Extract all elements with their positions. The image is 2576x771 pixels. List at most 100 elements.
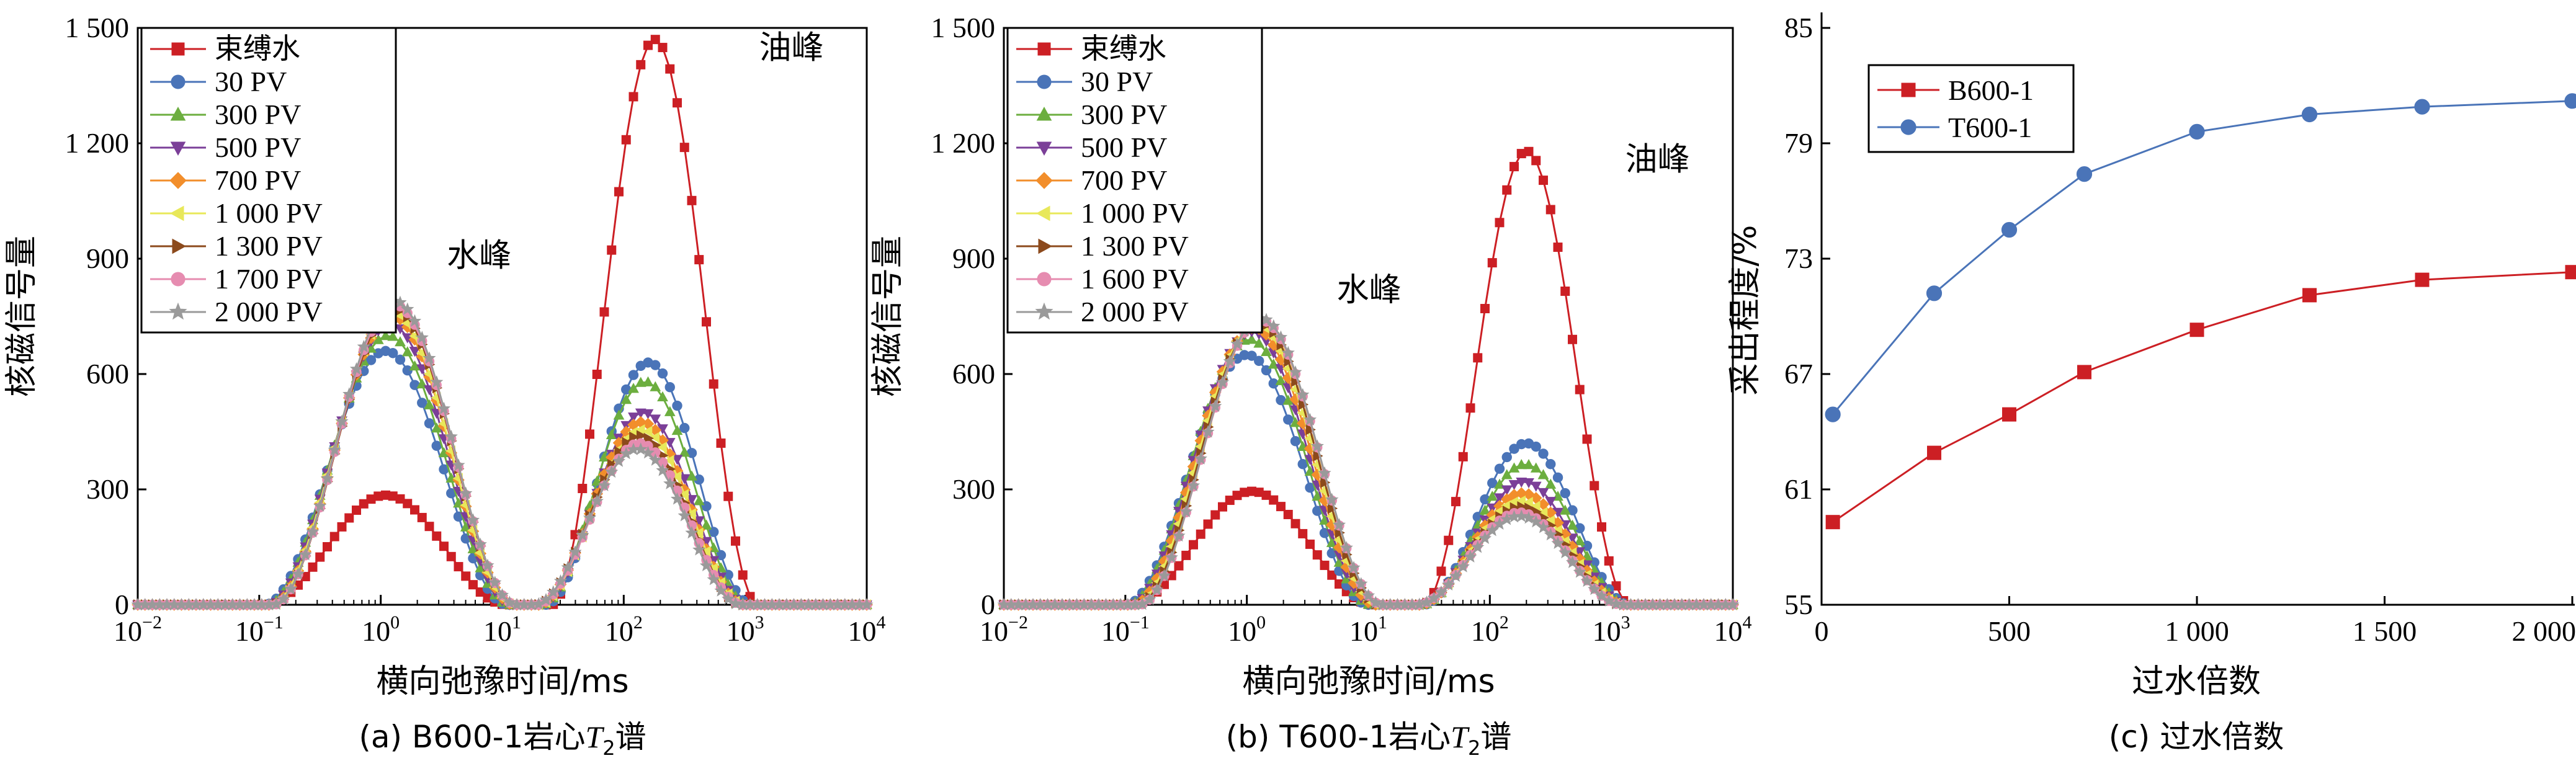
data-point [401,346,413,357]
data-point [1825,406,1841,422]
y-tick-label: 0 [981,589,995,620]
x-tick-exponent: 3 [755,612,764,633]
data-point [628,412,639,423]
legend-marker [169,205,184,221]
legend-marker [1037,42,1051,56]
y-tick-label: 900 [86,243,129,274]
data-point [731,536,740,546]
x-tick-exponent: 2 [1500,612,1509,633]
x-tick-label: 103 [727,612,764,647]
data-point [672,400,682,411]
legend-entry: 30 PV [150,66,287,97]
data-point [679,474,691,484]
data-point [693,495,705,506]
data-point [679,143,689,153]
data-point [650,381,661,391]
data-point [641,446,655,459]
data-point [342,387,356,400]
data-point [431,422,442,433]
series-line-2-000-pv [1004,317,1733,606]
legend-marker [1038,238,1053,254]
series-line-300-pv [138,334,867,606]
x-tick-base: 10 [1714,615,1743,647]
data-point [1201,425,1215,438]
data-point [1926,285,1943,301]
data-point [1582,434,1592,444]
legend-marker [169,172,187,189]
data-point [636,60,646,69]
data-point [1313,450,1323,461]
x-tick-exponent: 4 [877,612,886,633]
data-point [678,509,691,522]
panel-a-caption-prefix: (a) B600-1岩心 [359,719,585,755]
data-point [1531,441,1541,452]
data-point [628,370,639,380]
data-point [1347,561,1361,574]
data-point [657,368,668,379]
y-tick-label: 1 200 [65,127,130,159]
legend-label: T600-1 [1948,112,2032,143]
y-tick-label: 55 [1784,589,1813,620]
data-point [1451,497,1460,507]
data-point [1209,399,1222,412]
data-point [1456,559,1470,573]
x-tick-base: 10 [605,615,633,647]
data-point [349,362,364,375]
data-point [1501,452,1512,463]
x-tick-label: 10−1 [235,612,284,647]
x-tick-base: 10 [235,615,264,647]
data-point [328,443,341,456]
data-point [1594,589,1609,602]
legend-marker [169,302,187,320]
data-point [1298,528,1308,538]
x-tick-label: 102 [605,612,643,647]
legend-label: 束缚水 [215,33,300,65]
series-2-000-pv [997,311,1740,611]
x-tick-base: 10 [362,615,390,647]
series-30-pv [132,345,872,610]
data-point [1189,540,1198,550]
data-point [1298,399,1309,411]
data-point [1539,176,1548,185]
legend-marker [1901,82,1916,97]
data-point [1530,462,1542,473]
data-point [1157,569,1171,582]
data-point [1325,492,1339,506]
series-300-pv [132,330,872,609]
legend-entry: 2 000 PV [1016,296,1189,328]
data-point [2415,272,2430,287]
x-tick-label: 100 [362,612,400,647]
data-point [1552,472,1563,483]
y-tick-label: 600 [952,358,995,390]
data-point [320,471,334,484]
y-tick-label: 0 [115,589,129,620]
data-point [1478,531,1492,545]
panel-b-caption-suffix: 谱 [1480,719,1511,755]
x-tick-label: 10−2 [114,612,162,647]
data-point [2002,407,2016,422]
data-point [1574,535,1586,546]
data-point [1165,550,1178,563]
data-point [432,531,442,541]
legend-entry: 1 300 PV [1016,230,1189,262]
data-point [1567,533,1578,544]
legend-entry: 束缚水 [1016,33,1166,65]
data-point [424,399,435,409]
data-point [656,442,667,453]
data-point [599,307,609,317]
data-point [439,541,449,551]
legend-entry: 1 600 PV [1016,263,1189,295]
data-point [716,438,726,448]
data-point [1253,337,1265,348]
data-point [357,339,370,353]
legend-marker [1035,302,1053,320]
x-tick-exponent: −1 [1130,612,1150,633]
data-point [1283,414,1294,425]
data-point [2076,166,2093,182]
x-tick-exponent: 0 [390,612,400,633]
legend-marker [1036,141,1052,156]
legend-label: 300 PV [1081,99,1167,130]
data-point [1361,589,1375,602]
